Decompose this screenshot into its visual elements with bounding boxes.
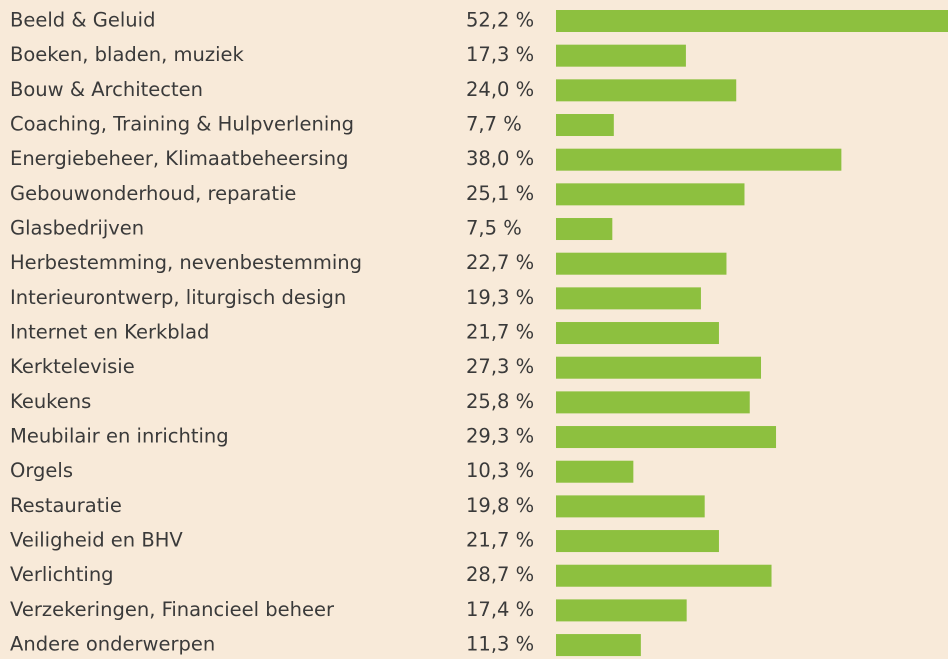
bar (556, 495, 705, 518)
value-label: 11,3 % (466, 633, 534, 656)
category-label: Interieurontwerp, liturgisch design (10, 286, 346, 309)
category-label: Energiebeheer, Klimaatbeheersing (10, 147, 349, 170)
value-label: 7,5 % (466, 217, 522, 240)
value-label: 27,3 % (466, 355, 534, 378)
bar (556, 530, 719, 553)
value-label: 10,3 % (466, 459, 534, 482)
value-label: 52,2 % (466, 9, 534, 32)
bar (556, 218, 613, 241)
bar (556, 183, 745, 206)
bar (556, 287, 701, 310)
bar (556, 391, 750, 414)
bar (556, 44, 686, 67)
category-label: Herbestemming, nevenbestemming (10, 251, 362, 274)
value-label: 19,3 % (466, 286, 534, 309)
category-label: Glasbedrijven (10, 217, 144, 240)
bar (556, 634, 641, 657)
bar (556, 148, 842, 171)
bar (556, 356, 762, 379)
category-label: Andere onderwerpen (10, 633, 215, 656)
category-label: Coaching, Training & Hulpverlening (10, 113, 354, 136)
bar (556, 564, 772, 587)
value-label: 29,3 % (466, 425, 534, 448)
category-label: Orgels (10, 459, 73, 482)
bar (556, 114, 614, 137)
category-label: Boeken, bladen, muziek (10, 43, 245, 66)
value-label: 17,3 % (466, 43, 534, 66)
bar (556, 426, 777, 449)
category-label: Keukens (10, 390, 91, 413)
category-label: Verzekeringen, Financieel beheer (10, 598, 335, 621)
category-label: Gebouwonderhoud, reparatie (10, 182, 296, 205)
category-label: Kerktelevisie (10, 355, 135, 378)
value-label: 21,7 % (466, 529, 534, 552)
value-label: 22,7 % (466, 251, 534, 274)
value-label: 21,7 % (466, 321, 534, 344)
value-label: 7,7 % (466, 113, 522, 136)
category-label: Beeld & Geluid (10, 9, 155, 32)
bar (556, 252, 727, 275)
category-label: Bouw & Architecten (10, 78, 203, 101)
bar (556, 460, 634, 483)
bar (556, 599, 687, 622)
bar (556, 10, 948, 32)
category-label: Verlichting (10, 563, 114, 586)
value-label: 25,8 % (466, 390, 534, 413)
bar (556, 322, 719, 345)
value-label: 25,1 % (466, 182, 534, 205)
category-label: Restauratie (10, 494, 122, 517)
category-label: Internet en Kerkblad (10, 321, 209, 344)
category-label: Meubilair en inrichting (10, 425, 229, 448)
value-label: 19,8 % (466, 494, 534, 517)
value-label: 17,4 % (466, 598, 534, 621)
value-label: 38,0 % (466, 147, 534, 170)
category-label: Veiligheid en BHV (10, 529, 183, 552)
bar (556, 79, 737, 102)
value-label: 24,0 % (466, 78, 534, 101)
value-label: 28,7 % (466, 563, 534, 586)
